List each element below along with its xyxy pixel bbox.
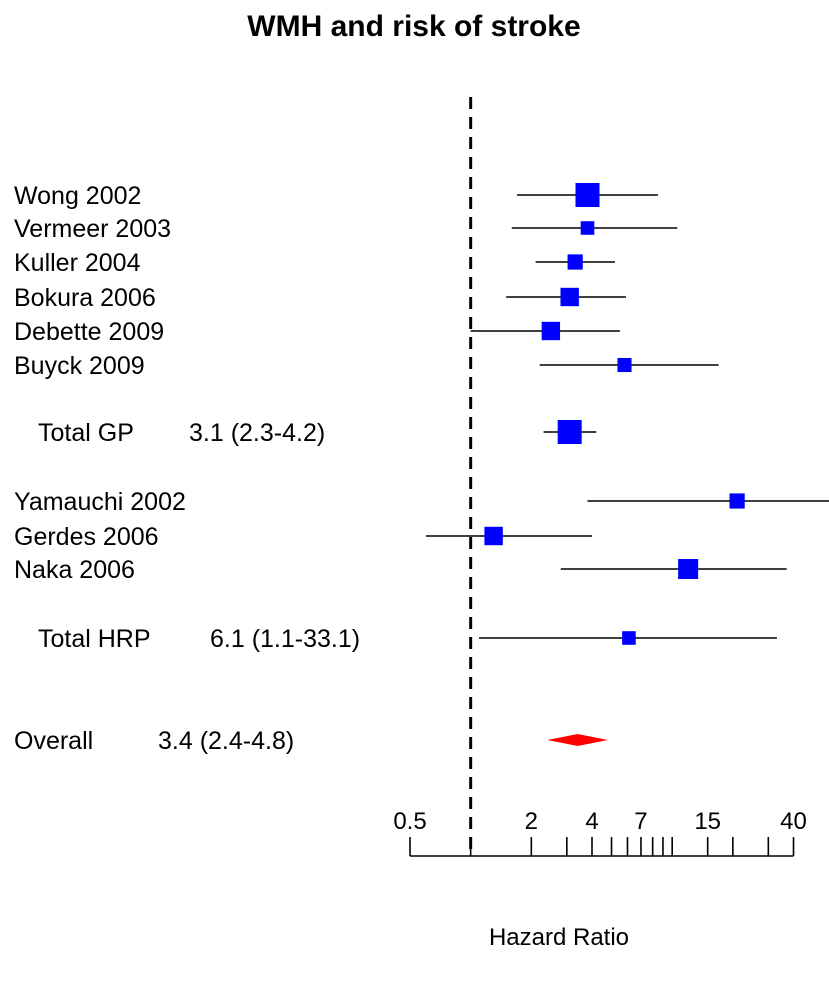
total-hrp-value: 6.1 (1.1-33.1)	[210, 625, 360, 653]
overall-diamond	[547, 734, 608, 746]
study-label: Yamauchi 2002	[14, 488, 186, 516]
total-hrp-label: Total HRP	[38, 625, 151, 653]
study-box	[575, 183, 600, 207]
x-axis-label: Hazard Ratio	[489, 924, 629, 951]
study-label: Naka 2006	[14, 556, 135, 584]
overall-label: Overall	[14, 727, 93, 755]
tick-label: 0.5	[393, 808, 426, 835]
chart-marks	[425, 97, 829, 855]
study-label: Kuller 2004	[14, 249, 141, 277]
study-label: Gerdes 2006	[14, 523, 159, 551]
study-label: Vermeer 2003	[14, 215, 171, 243]
study-label: Wong 2002	[14, 182, 141, 210]
study-box	[567, 254, 583, 270]
chart-title: WMH and risk of stroke	[247, 10, 580, 43]
study-box	[678, 559, 699, 579]
total-hrp-box	[622, 631, 636, 645]
tick-label: 7	[634, 808, 647, 835]
tick-label: 4	[585, 808, 598, 835]
study-label: Bokura 2006	[14, 284, 156, 312]
total-gp-value: 3.1 (2.3-4.2)	[189, 419, 325, 447]
tick-label: 40	[780, 808, 807, 835]
study-labels: Wong 2002 Vermeer 2003 Kuller 2004 Bokura 2…	[14, 182, 360, 755]
study-box	[617, 357, 632, 373]
study-box	[729, 493, 745, 509]
study-label: Debette 2009	[14, 318, 164, 346]
study-box	[580, 221, 595, 235]
total-gp-box	[557, 420, 582, 444]
study-label: Buyck 2009	[14, 352, 145, 380]
tick-label: 15	[694, 808, 721, 835]
x-axis: 0.5 2 4 7 15 40	[393, 808, 807, 857]
study-box	[560, 287, 579, 307]
study-box	[541, 321, 561, 341]
total-gp-label: Total GP	[38, 419, 134, 447]
overall-value: 3.4 (2.4-4.8)	[158, 727, 294, 755]
study-box	[484, 526, 503, 546]
tick-label: 2	[525, 808, 538, 835]
